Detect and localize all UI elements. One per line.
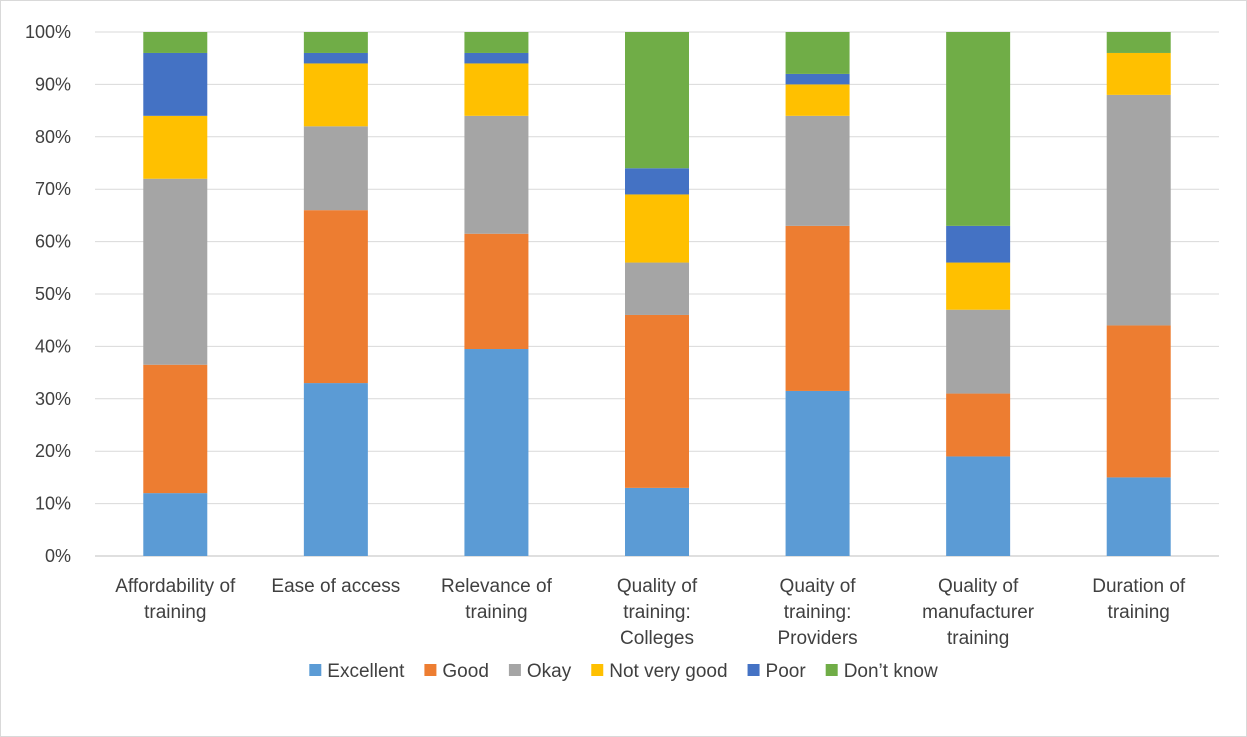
y-axis-ticks: 0% 10% 20% 30% 40% 50% 60% 70% 80% 90% 100% (25, 22, 71, 566)
bar-segment-good (464, 233, 529, 350)
bar-segment-good (625, 314, 689, 488)
x-category-label: Affordability of training (115, 576, 236, 623)
legend: Excellent Good Okay Not very good Poor Don’t … (309, 661, 938, 682)
legend-label: Don’t know (844, 661, 938, 682)
x-category-label: Quality of training: Colleges (617, 576, 698, 649)
bar-segment-okay (785, 115, 850, 226)
legend-swatch (309, 664, 322, 676)
x-category-label-line: training (1108, 602, 1170, 623)
bar-segment-good (303, 210, 368, 384)
bar-segment-poor (464, 52, 529, 64)
x-category-label-line: Quaity of (780, 576, 857, 597)
bar-segment-poor (946, 225, 1011, 263)
bar-segment-excellent (946, 456, 1011, 556)
legend-label: Okay (527, 661, 572, 682)
x-category-label-line: training (947, 628, 1009, 649)
bar-segment-not-very-good (303, 63, 368, 127)
x-category-label-line: Providers (777, 628, 857, 649)
legend-label: Poor (766, 661, 807, 682)
bar-segment-good (1106, 325, 1171, 478)
bar-segment-poor (785, 73, 850, 85)
x-category-label: Quality of manufacturer training (922, 576, 1035, 649)
legend-swatch (747, 664, 760, 676)
bar-segment-good (946, 393, 1011, 457)
legend-swatch (508, 664, 521, 676)
x-category-label-line: Relevance of (441, 576, 553, 597)
x-category-label: Duration of training (1092, 576, 1186, 623)
y-tick-label: 0% (45, 546, 71, 566)
bar-segment-don-t-know (143, 32, 208, 53)
y-tick-label: 80% (35, 127, 71, 147)
x-category-label-line: Quality of (617, 576, 698, 597)
legend-swatch (825, 664, 838, 676)
x-category-label-line: Ease of access (271, 576, 400, 597)
bar-segment-good (785, 225, 850, 391)
bar-segment-okay (1106, 94, 1171, 326)
x-category-label-line: manufacturer (922, 602, 1035, 623)
bar-segment-okay (143, 178, 208, 365)
y-tick-label: 20% (35, 441, 71, 461)
y-tick-label: 40% (35, 336, 71, 356)
x-category-label-line: Quality of (938, 576, 1019, 597)
legend-swatch (424, 664, 437, 676)
bar-segment-poor (143, 52, 208, 116)
legend-label: Not very good (609, 661, 727, 682)
bar-segment-excellent (143, 493, 208, 556)
bar-segment-not-very-good (1106, 52, 1171, 95)
bar-segment-not-very-good (143, 115, 208, 179)
bars (143, 32, 1171, 556)
bar-segment-don-t-know (464, 32, 529, 53)
bar-segment-don-t-know (946, 32, 1011, 226)
bar-segment-poor (303, 52, 368, 64)
bar-segment-okay (303, 126, 368, 211)
x-category-label: Ease of access (271, 576, 400, 597)
bar-segment-don-t-know (625, 32, 689, 169)
x-category-label: Relevance of training (441, 576, 553, 623)
x-axis-labels: Affordability of training Ease of access Re… (115, 576, 1186, 649)
bar-segment-okay (946, 309, 1011, 394)
x-category-label-line: training: (623, 602, 691, 623)
legend-label: Excellent (327, 661, 405, 682)
y-tick-label: 90% (35, 74, 71, 94)
bar-segment-don-t-know (303, 32, 368, 53)
y-tick-label: 50% (35, 284, 71, 304)
legend-swatch (591, 664, 604, 676)
y-tick-label: 70% (35, 179, 71, 199)
bar-segment-excellent (625, 487, 689, 556)
bar-segment-excellent (303, 383, 368, 556)
x-category-label-line: Colleges (620, 628, 694, 649)
bar-segment-not-very-good (625, 194, 689, 263)
y-tick-label: 60% (35, 232, 71, 252)
bar-segment-not-very-good (785, 84, 850, 116)
x-category-label-line: training: (784, 602, 852, 623)
legend-label: Good (442, 661, 488, 682)
y-tick-label: 30% (35, 389, 71, 409)
bar-segment-okay (464, 115, 529, 234)
bar-segment-don-t-know (1106, 32, 1171, 53)
bar-segment-okay (625, 262, 689, 315)
bar-segment-excellent (1106, 477, 1171, 556)
bar-segment-don-t-know (785, 32, 850, 74)
bar-segment-not-very-good (946, 262, 1011, 310)
x-category-label-line: Affordability of (115, 576, 236, 597)
x-category-label: Quaity of training: Providers (777, 576, 857, 649)
bar-segment-poor (625, 168, 689, 195)
x-category-label-line: Duration of (1092, 576, 1186, 597)
bar-segment-excellent (785, 390, 850, 556)
y-tick-label: 100% (25, 22, 71, 42)
bar-segment-good (143, 364, 208, 494)
y-tick-label: 10% (35, 494, 71, 514)
x-category-label-line: training (465, 602, 527, 623)
x-category-label-line: training (144, 602, 206, 623)
bar-segment-excellent (464, 349, 529, 556)
bar-segment-not-very-good (464, 63, 529, 116)
